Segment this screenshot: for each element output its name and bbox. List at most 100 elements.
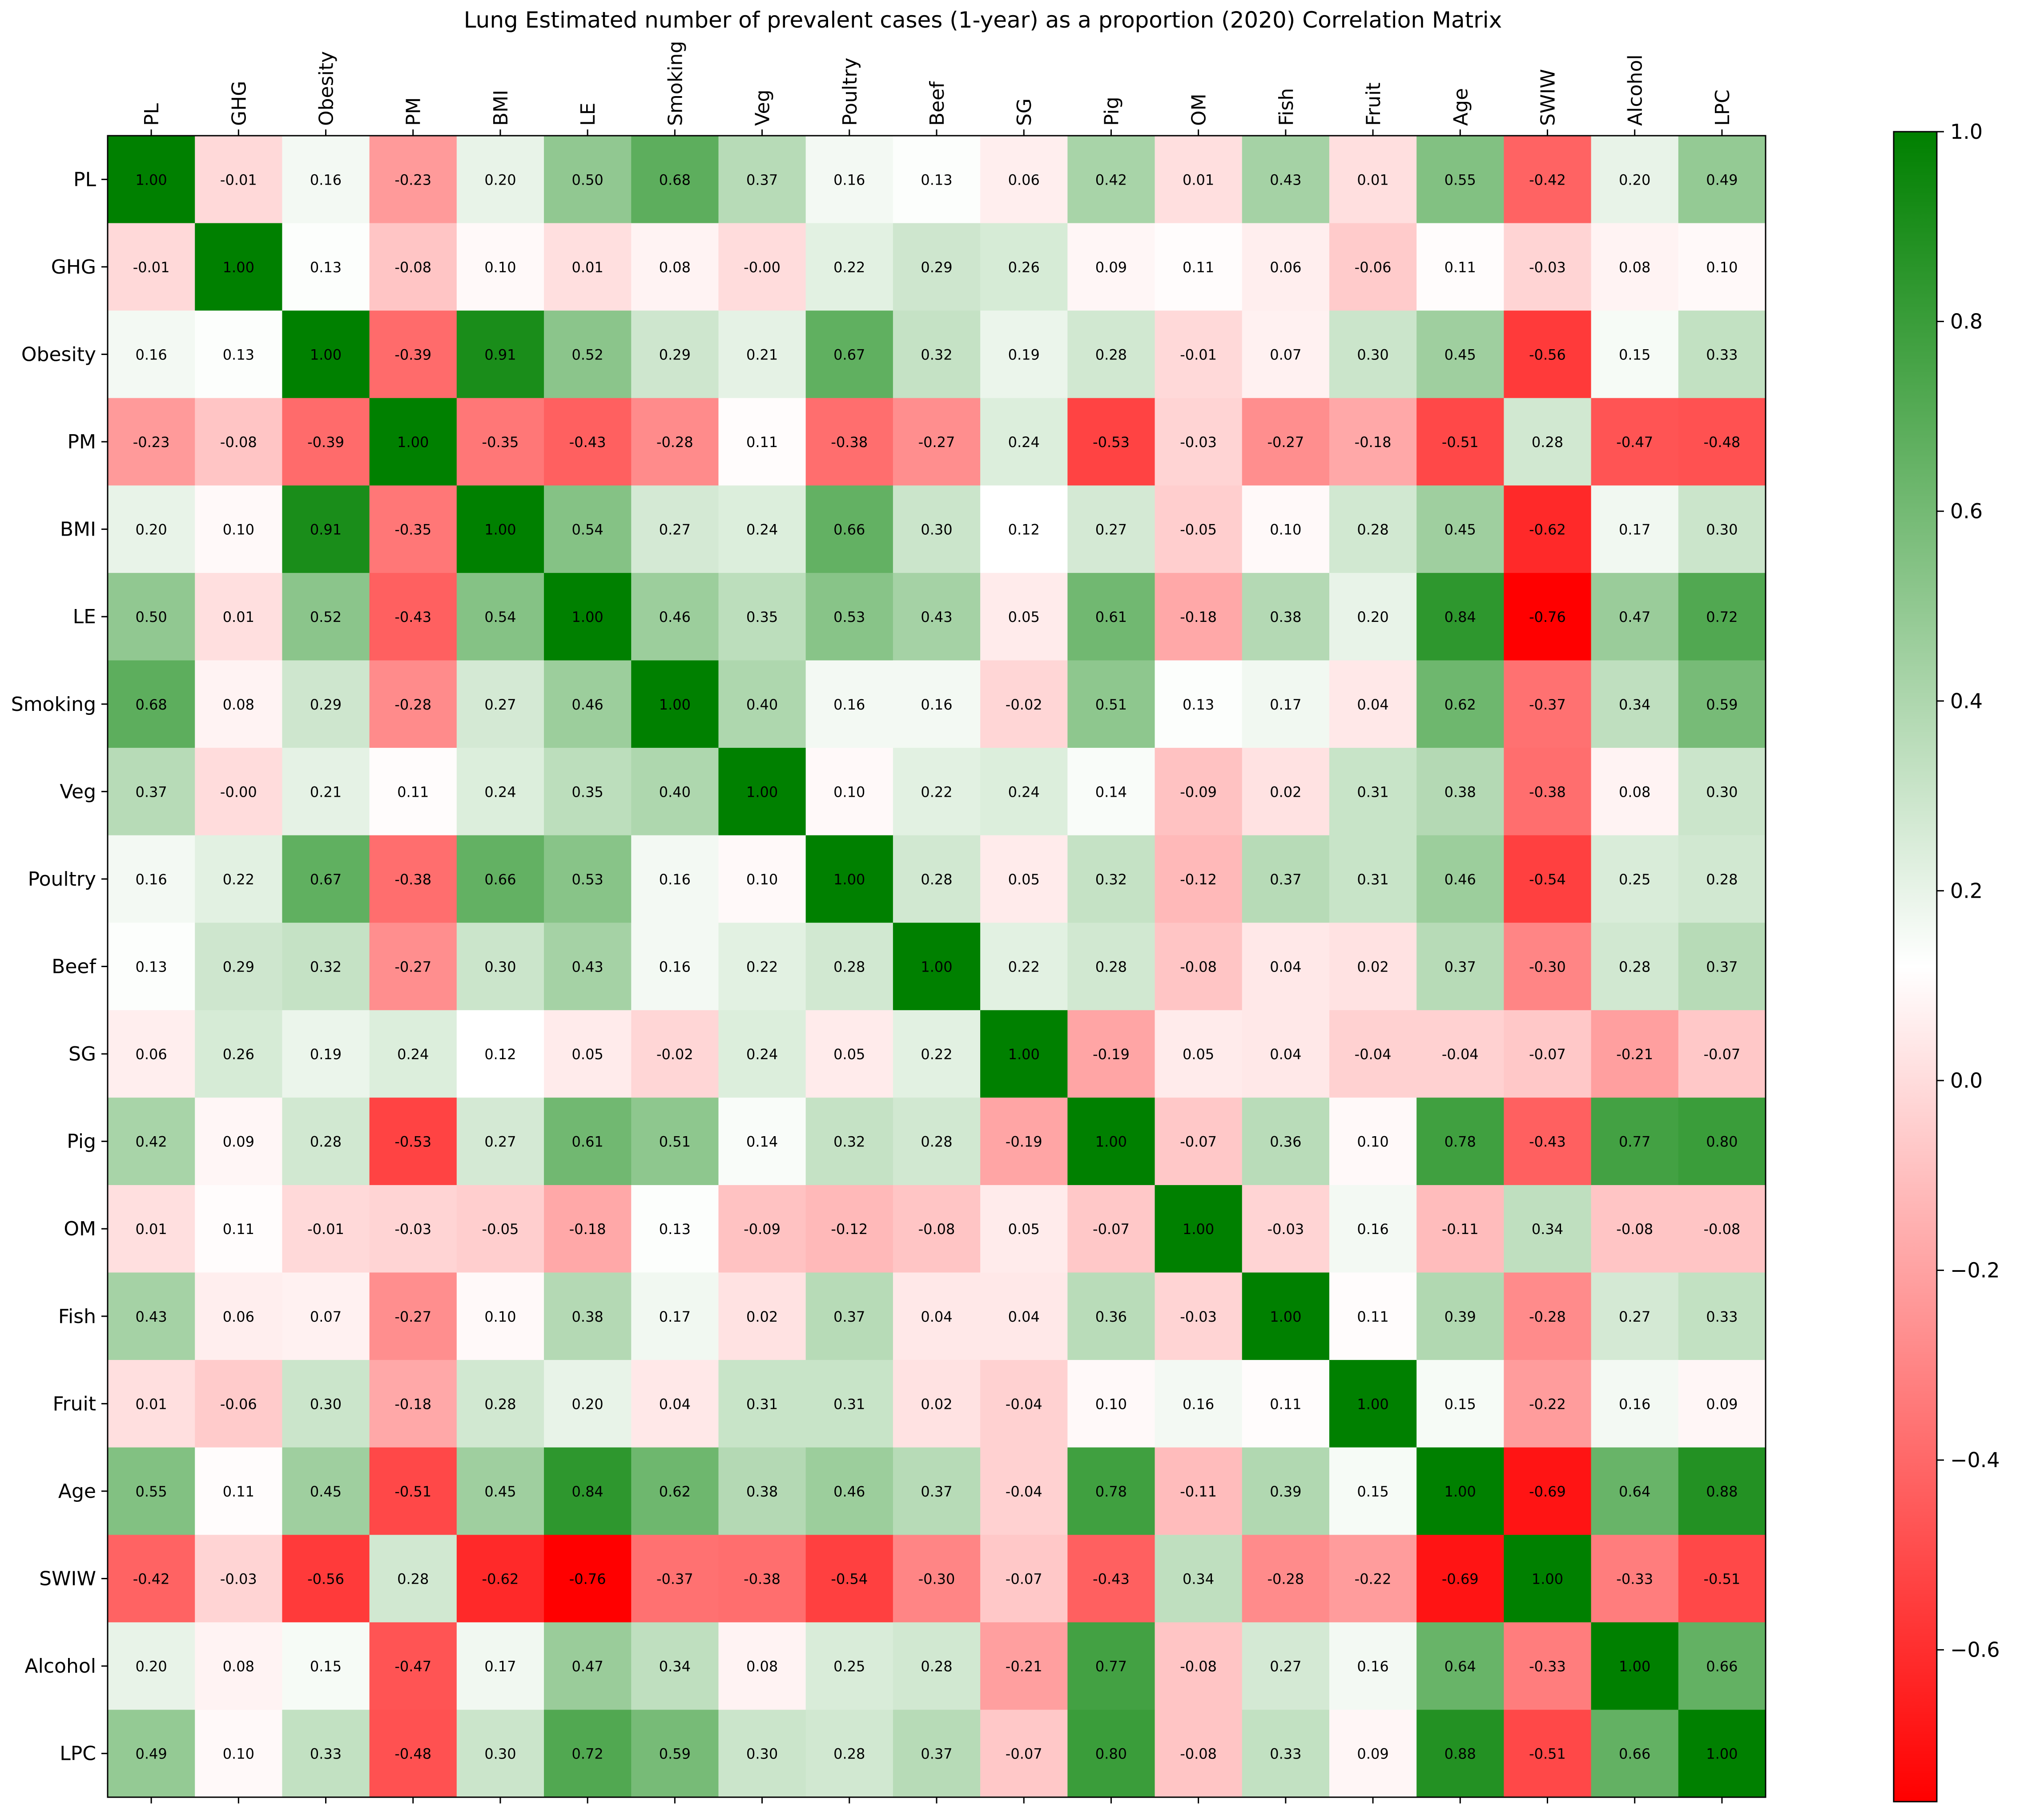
cell-value-label: 0.04 — [1270, 959, 1301, 976]
heatmap-cell — [805, 136, 893, 224]
cell-value-label: 0.43 — [135, 1308, 167, 1325]
cell-value-label: -0.07 — [1006, 1571, 1042, 1588]
x-tick-label: GHG — [228, 81, 250, 126]
heatmap-cell — [195, 923, 283, 1011]
heatmap-cell — [195, 1272, 283, 1360]
heatmap-cell — [544, 1360, 632, 1448]
cell-value-label: 0.67 — [833, 346, 865, 363]
heatmap-cell — [1504, 223, 1592, 311]
cell-value-label: 0.16 — [659, 959, 691, 976]
cell-value-label: 0.40 — [659, 783, 691, 800]
cell-value-label: 0.02 — [1270, 783, 1301, 800]
heatmap-cell — [1416, 398, 1504, 486]
cell-value-label: 0.10 — [1357, 1133, 1388, 1150]
x-tick-label: LPC — [1711, 89, 1734, 126]
cell-value-label: 0.77 — [1619, 1133, 1650, 1150]
heatmap-cell — [108, 1360, 195, 1448]
cell-value-label: 0.37 — [921, 1746, 952, 1763]
cell-value-label: 0.09 — [223, 1133, 254, 1150]
heatmap-cell — [369, 1710, 457, 1798]
cell-value-label: -0.33 — [1529, 1658, 1566, 1675]
cell-value-label: 0.27 — [1270, 1658, 1301, 1675]
heatmap-cell — [1591, 311, 1679, 399]
heatmap-cell — [1504, 398, 1592, 486]
cell-value-label: 0.15 — [310, 1658, 342, 1675]
y-tick-label: SG — [68, 1043, 96, 1065]
cell-value-label: 0.11 — [223, 1483, 254, 1500]
cell-value-label: 0.24 — [484, 783, 516, 800]
heatmap-cell — [1155, 1010, 1243, 1098]
cell-value-label: -0.04 — [1442, 1046, 1479, 1063]
heatmap-cell — [805, 1185, 893, 1273]
cell-value-label: 0.22 — [223, 871, 254, 888]
heatmap-cell — [1416, 1447, 1504, 1535]
heatmap-cell — [1504, 1010, 1592, 1098]
heatmap-cell — [1504, 748, 1592, 836]
heatmap-cell — [1678, 1272, 1766, 1360]
heatmap-cell — [1155, 660, 1243, 748]
heatmap-cell — [369, 573, 457, 661]
heatmap-cell — [1067, 1097, 1155, 1186]
cell-value-label: 0.08 — [1619, 259, 1650, 276]
heatmap-cell — [805, 311, 893, 399]
heatmap-cell — [195, 1535, 283, 1623]
cell-value-label: 0.22 — [1008, 959, 1040, 976]
cell-value-label: 0.29 — [921, 259, 952, 276]
cell-value-label: -0.03 — [1180, 434, 1217, 451]
cell-value-label: -0.03 — [1267, 1221, 1304, 1238]
heatmap-cell — [1242, 923, 1330, 1011]
cell-value-label: 0.52 — [572, 346, 604, 363]
cell-value-label: -0.08 — [220, 434, 257, 451]
heatmap-cell — [1329, 311, 1417, 399]
heatmap-cell — [1242, 1622, 1330, 1710]
heatmap-cell — [893, 1272, 981, 1360]
heatmap-cell — [282, 1185, 370, 1273]
cell-value-label: 0.20 — [1619, 171, 1650, 188]
cell-value-label: -0.21 — [1616, 1046, 1653, 1063]
cell-value-label: 0.28 — [1357, 521, 1388, 538]
cell-value-label: 0.30 — [484, 1746, 516, 1763]
x-tick-label: LE — [577, 103, 600, 126]
colorbar-tick-label: 0.6 — [1950, 499, 1983, 523]
cell-value-label: -0.18 — [1355, 434, 1392, 451]
heatmap-cell — [1504, 1360, 1592, 1448]
x-tick-label: PM — [402, 97, 425, 126]
cell-value-label: -0.51 — [1529, 1746, 1566, 1763]
heatmap-cell — [1678, 1360, 1766, 1448]
heatmap-cell — [282, 1535, 370, 1623]
heatmap-cell — [1591, 748, 1679, 836]
heatmap-cell — [805, 573, 893, 661]
heatmap-cell — [1155, 485, 1243, 573]
cell-value-label: -0.01 — [1180, 346, 1217, 363]
heatmap-cell — [456, 660, 544, 748]
cell-value-label: -0.43 — [1093, 1571, 1130, 1588]
cell-value-label: -0.28 — [656, 434, 693, 451]
heatmap-cell — [1678, 1622, 1766, 1710]
heatmap-cell — [108, 398, 195, 486]
heatmap-cell — [1329, 835, 1417, 923]
cell-value-label: -0.03 — [394, 1221, 431, 1238]
cell-value-label: 0.09 — [1357, 1746, 1388, 1763]
heatmap-cell — [456, 835, 544, 923]
heatmap-cell — [108, 1622, 195, 1710]
y-tick-label: Fish — [58, 1305, 96, 1328]
heatmap-cell — [893, 660, 981, 748]
heatmap-cell — [893, 1185, 981, 1273]
heatmap-cell — [195, 573, 283, 661]
cell-value-label: 0.20 — [135, 521, 167, 538]
heatmap-cell — [1504, 1447, 1592, 1535]
heatmap-cell — [1155, 923, 1243, 1011]
heatmap-cell — [195, 1010, 283, 1098]
heatmap-cell — [980, 1447, 1068, 1535]
heatmap-cell — [456, 1622, 544, 1710]
heatmap-cell — [1416, 1010, 1504, 1098]
heatmap-cell — [1067, 1185, 1155, 1273]
heatmap-cell — [1591, 398, 1679, 486]
cell-value-label: 0.46 — [572, 696, 604, 713]
heatmap-cell — [1242, 1097, 1330, 1186]
heatmap-cell — [1067, 311, 1155, 399]
heatmap-cell — [1591, 485, 1679, 573]
cell-value-label: 0.05 — [1008, 871, 1040, 888]
cell-value-label: -0.37 — [1529, 696, 1566, 713]
heatmap-cell — [805, 1272, 893, 1360]
